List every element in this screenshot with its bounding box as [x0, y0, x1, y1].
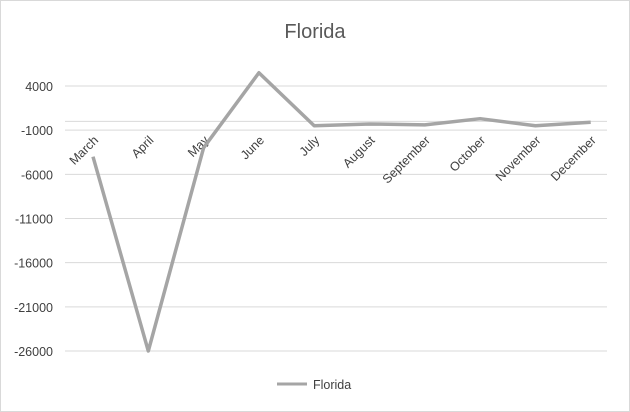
x-tick-label: November — [493, 133, 544, 184]
legend-label: Florida — [313, 378, 351, 392]
x-tick-label: April — [129, 133, 157, 161]
x-tick-label: August — [340, 133, 378, 171]
y-axis-labels: 4000 -1000 -6000 -11000 -16000 -21000 -26000 — [14, 80, 53, 359]
y-tick-label: -16000 — [14, 257, 53, 271]
x-tick-label: July — [297, 133, 323, 159]
y-tick-label: -1000 — [21, 124, 53, 138]
x-tick-label: October — [447, 133, 488, 174]
gridlines — [65, 85, 607, 352]
x-axis-labels: March April May June July August September Octo… — [67, 133, 599, 187]
x-tick-label: September — [380, 133, 433, 186]
series-line — [91, 71, 591, 353]
y-tick-label: -21000 — [14, 301, 53, 315]
y-tick-label: -26000 — [14, 345, 53, 359]
y-tick-label: 4000 — [25, 80, 53, 94]
x-tick-label: December — [548, 133, 599, 184]
x-tick-label: May — [185, 133, 212, 160]
y-tick-label: -11000 — [15, 213, 53, 227]
x-tick-label: June — [238, 133, 267, 162]
legend: Florida — [277, 378, 351, 392]
chart-title: Florida — [284, 21, 346, 43]
series-layer — [91, 71, 591, 353]
y-tick-label: -6000 — [21, 168, 53, 182]
